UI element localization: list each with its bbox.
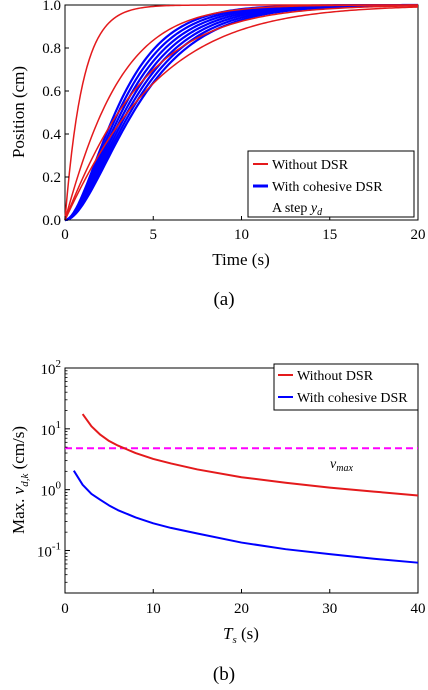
legend-label-cohesive-dsr-a: With cohesive DSR: [272, 180, 383, 195]
data-layer-a: [64, 3, 419, 222]
y-tick-label-a-0-0: 0.0: [42, 213, 61, 229]
series-line-without-dsr-3: [64, 6, 419, 221]
legend-box-a: [247, 150, 415, 218]
series-line-b-without-dsr: [81, 413, 419, 497]
y-tick-label-b-1: 101: [41, 419, 62, 439]
y-tick-label-a-0-6: 0.6: [42, 84, 61, 100]
legend-label-step-a: A step yd: [272, 201, 323, 218]
series-line-without-dsr-2: [64, 5, 419, 221]
caption-a: (a): [213, 289, 234, 310]
legend-b: Without DSR With cohesive DSR: [273, 363, 419, 411]
y-axis-label-a: Position (cm): [9, 66, 28, 158]
x-tick-label-a-10: 10: [234, 227, 249, 243]
y-tick-label-a-0-8: 0.8: [42, 41, 61, 57]
x-tick-label-b-0: 0: [61, 601, 69, 617]
x-tick-label-a-20: 20: [411, 227, 426, 243]
x-tick-label-a-0: 0: [61, 227, 69, 243]
panel-a: 0 5 10 15 20 0.0 0.2 0.4 0.6 0.8 1.0 Time (s) Posi…: [9, 0, 426, 310]
vmax-label: vmax: [330, 457, 353, 474]
x-axis-label-a: Time (s): [212, 250, 269, 269]
series-line-b-with-cohesive-dsr: [72, 470, 419, 564]
series-line-with-cohesive-dsr-6: [64, 4, 419, 222]
y-tick-label-a-1-0: 1.0: [42, 0, 61, 14]
caption-b: (b): [213, 664, 235, 685]
data-layer-b: [65, 413, 419, 564]
y-tick-label-a-0-2: 0.2: [42, 170, 61, 186]
y-axis-label-b: Max. vd,k (cm/s): [9, 426, 31, 534]
series-line-without-dsr-1: [64, 4, 418, 221]
y-tick-label-b-2: 102: [41, 358, 62, 378]
x-tick-label-a-5: 5: [150, 227, 158, 243]
x-axis-label-b: Ts (s): [223, 624, 259, 646]
y-tick-label-b-0: 100: [41, 480, 62, 500]
legend-label-cohesive-dsr-b: With cohesive DSR: [297, 391, 408, 406]
x-tick-label-b-20: 20: [234, 601, 249, 617]
legend-label-without-dsr-b: Without DSR: [297, 369, 374, 384]
ticks-a: 0 5 10 15 20 0.0 0.2 0.4 0.6 0.8 1.0: [42, 0, 425, 243]
legend-box-b: [273, 363, 419, 411]
ticks-b: 0 10 20 30 40 10-1 100 101 102: [37, 358, 426, 617]
panel-b: 0 10 20 30 40 10-1 100 101 102 Ts (s) Max. vd,k …: [9, 358, 426, 685]
y-tick-label-b-1: 10-1: [37, 540, 61, 560]
x-tick-label-a-15: 15: [322, 227, 337, 243]
x-tick-label-b-40: 40: [411, 601, 426, 617]
x-tick-label-b-10: 10: [146, 601, 161, 617]
legend-a: Without DSR With cohesive DSR A step yd: [247, 150, 415, 218]
legend-label-without-dsr-a: Without DSR: [272, 158, 349, 173]
y-tick-label-a-0-4: 0.4: [42, 127, 61, 143]
x-tick-label-b-30: 30: [322, 601, 337, 617]
